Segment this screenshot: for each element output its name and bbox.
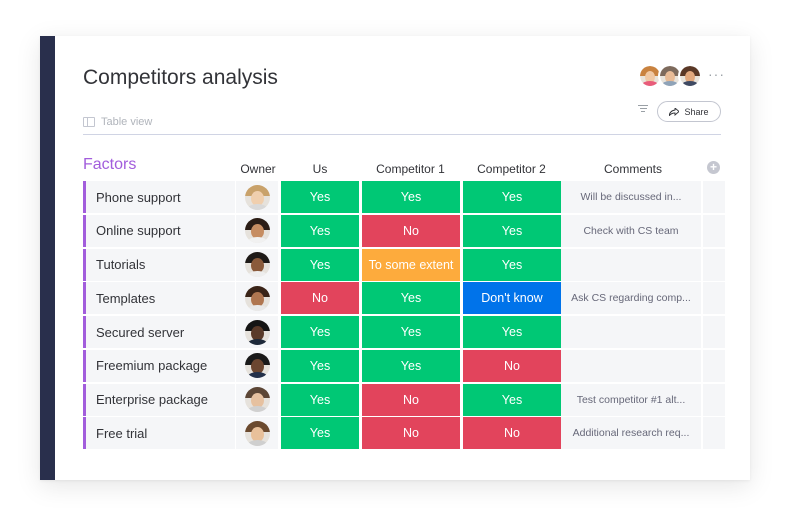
item-name[interactable]: Secured server (83, 316, 235, 348)
owner-cell[interactable] (236, 214, 278, 247)
status-cell-us[interactable]: Yes (281, 214, 359, 247)
status-cell-competitor-2[interactable]: Yes (463, 214, 561, 247)
column-header-competitor-1[interactable]: Competitor 1 (376, 162, 445, 176)
board-members[interactable] (638, 64, 702, 88)
status-cell-competitor-1[interactable]: No (362, 417, 460, 450)
status-cell-competitor-1[interactable]: Yes (362, 316, 460, 348)
column-header-competitor-2[interactable]: Competitor 2 (477, 162, 546, 176)
status-cell-competitor-1[interactable]: Yes (362, 181, 460, 213)
owner-avatar (244, 420, 270, 446)
comment-cell[interactable]: Will be discussed in... (561, 181, 701, 213)
owner-avatar (244, 319, 270, 345)
table-row: Phone support Yes Yes Yes Will be discussed … (83, 181, 725, 213)
empty-cell[interactable] (703, 214, 725, 247)
table-row: Templates No Yes Don't know Ask CS regarding… (83, 282, 725, 315)
owner-avatar (244, 252, 270, 277)
view-tab-table[interactable]: Table view (83, 116, 152, 128)
comment-cell[interactable] (561, 316, 701, 348)
comment-cell[interactable] (561, 248, 701, 281)
status-cell-us[interactable]: Yes (281, 417, 359, 450)
owner-cell[interactable] (236, 417, 278, 450)
owner-cell[interactable] (236, 316, 278, 348)
owner-cell[interactable] (236, 349, 278, 382)
status-cell-us[interactable]: Yes (281, 383, 359, 416)
status-cell-competitor-2[interactable]: No (463, 349, 561, 382)
comment-cell[interactable]: Test competitor #1 alt... (561, 383, 701, 416)
column-header-us[interactable]: Us (312, 162, 328, 176)
column-header-owner[interactable]: Owner (240, 162, 276, 176)
table-row: Secured server Yes Yes Yes (83, 316, 725, 348)
empty-cell[interactable] (703, 383, 725, 416)
table-row: Enterprise package Yes No Yes Test competito… (83, 383, 725, 416)
item-name[interactable]: Free trial (83, 417, 235, 450)
status-cell-us[interactable]: Yes (281, 316, 359, 348)
owner-cell[interactable] (236, 181, 278, 213)
empty-cell[interactable] (703, 316, 725, 348)
empty-cell[interactable] (703, 282, 725, 315)
owner-avatar (244, 387, 270, 412)
status-cell-competitor-2[interactable]: Don't know (463, 282, 561, 315)
status-cell-competitor-2[interactable]: Yes (463, 181, 561, 213)
empty-cell[interactable] (703, 349, 725, 382)
owner-cell[interactable] (236, 383, 278, 416)
board-card: Competitors analysis ··· Table view Shar… (40, 36, 750, 480)
item-name[interactable]: Freemium package (83, 349, 235, 382)
add-column-icon[interactable]: + (707, 161, 720, 174)
status-cell-competitor-2[interactable]: Yes (463, 316, 561, 348)
table-row: Online support Yes No Yes Check with CS team (83, 214, 725, 247)
status-cell-competitor-2[interactable]: Yes (463, 248, 561, 281)
status-cell-us[interactable]: Yes (281, 248, 359, 281)
owner-avatar (244, 285, 270, 311)
header-divider (83, 134, 721, 135)
owner-cell[interactable] (236, 282, 278, 315)
owner-avatar (244, 353, 270, 379)
item-name[interactable]: Enterprise package (83, 383, 235, 416)
filter-icon[interactable] (638, 105, 648, 113)
comment-cell[interactable] (561, 349, 701, 382)
empty-cell[interactable] (703, 181, 725, 213)
sidebar-strip (40, 36, 55, 480)
status-cell-competitor-1[interactable]: No (362, 383, 460, 416)
status-cell-us[interactable]: Yes (281, 181, 359, 213)
item-name[interactable]: Phone support (83, 181, 235, 213)
status-cell-competitor-1[interactable]: Yes (362, 349, 460, 382)
empty-cell[interactable] (703, 248, 725, 281)
table-row: Tutorials Yes To some extent Yes (83, 248, 725, 281)
owner-cell[interactable] (236, 248, 278, 281)
comment-cell[interactable]: Check with CS team (561, 214, 701, 247)
empty-cell[interactable] (703, 417, 725, 450)
view-tab-label: Table view (101, 116, 153, 128)
status-cell-us[interactable]: Yes (281, 349, 359, 382)
comment-cell[interactable]: Ask CS regarding comp... (561, 282, 701, 315)
column-header-comments[interactable]: Comments (603, 162, 662, 176)
share-button[interactable]: Share (657, 101, 721, 122)
table-view-icon (83, 117, 95, 127)
table-row: Free trial Yes No No Additional research req… (83, 417, 725, 450)
table-row: Freemium package Yes Yes No (83, 349, 725, 382)
status-cell-us[interactable]: No (281, 282, 359, 315)
more-options-icon[interactable]: ··· (708, 66, 725, 82)
status-cell-competitor-1[interactable]: To some extent (362, 248, 460, 281)
item-name[interactable]: Online support (83, 214, 235, 247)
status-cell-competitor-2[interactable]: Yes (463, 383, 561, 416)
group-title[interactable]: Factors (83, 156, 137, 173)
status-cell-competitor-1[interactable]: No (362, 214, 460, 247)
board-title[interactable]: Competitors analysis (83, 66, 278, 89)
owner-avatar (244, 218, 270, 244)
member-avatar[interactable] (678, 64, 702, 88)
status-cell-competitor-2[interactable]: No (463, 417, 561, 450)
comment-cell[interactable]: Additional research req... (561, 417, 701, 450)
item-name[interactable]: Tutorials (83, 248, 235, 281)
status-cell-competitor-1[interactable]: Yes (362, 282, 460, 315)
owner-avatar (244, 184, 270, 210)
share-label: Share (684, 106, 709, 117)
item-name[interactable]: Templates (83, 282, 235, 315)
share-icon (669, 107, 680, 116)
